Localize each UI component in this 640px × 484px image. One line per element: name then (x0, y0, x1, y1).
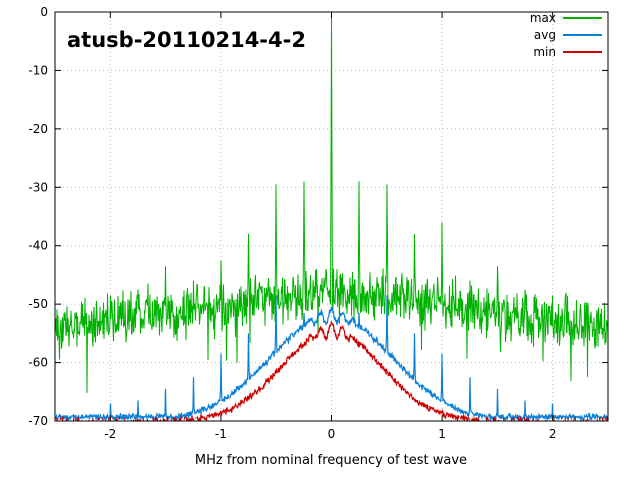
axis-tick-labels: -2 -1 0 1 20-10-20-30-40-50-60-70 (28, 5, 556, 441)
plot-frame (54, 11, 609, 422)
y-tick-label: -60 (28, 356, 48, 370)
chart-title: atusb-20110214-4-2 (67, 28, 306, 52)
y-tick-label: -20 (28, 122, 48, 136)
max-trace (55, 12, 608, 393)
x-tick-label: -1 (215, 427, 227, 441)
y-tick-label: 0 (40, 5, 48, 19)
x-tick-label: -2 (104, 427, 116, 441)
x-axis-label: MHz from nominal frequency of test wave (195, 453, 467, 468)
legend: max avg min (530, 11, 602, 59)
legend-label-max: max (530, 11, 556, 25)
legend-label-min: min (533, 45, 556, 59)
y-tick-label: -10 (28, 63, 48, 77)
avg-trace (55, 295, 608, 421)
x-tick-label: 1 (438, 427, 446, 441)
x-tick-label: 0 (328, 427, 336, 441)
y-tick-label: -30 (28, 180, 48, 194)
grid-lines (55, 12, 608, 421)
y-tick-label: -70 (28, 414, 48, 428)
y-tick-label: -50 (28, 297, 48, 311)
x-tick-label: 2 (549, 427, 557, 441)
legend-label-avg: avg (534, 28, 556, 42)
y-tick-label: -40 (28, 239, 48, 253)
